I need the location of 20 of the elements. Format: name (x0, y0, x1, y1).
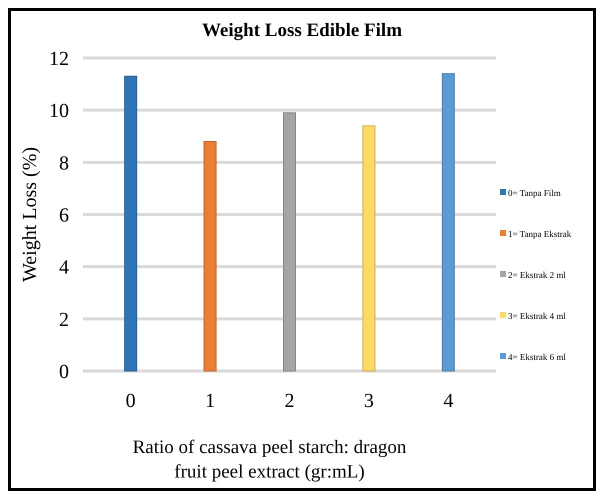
y-tick-label: 0 (59, 361, 69, 383)
legend-label: 3= Ekstrak 4 ml (508, 311, 566, 322)
y-tick-label: 8 (59, 152, 69, 174)
y-tick-label: 4 (59, 256, 69, 279)
y-tick-label: 2 (59, 308, 69, 331)
chart-title: Weight Loss Edible Film (202, 20, 402, 41)
x-tick-label: 4 (443, 390, 454, 412)
x-tick-label: 1 (205, 390, 216, 412)
x-axis-title: Ratio of cassava peel starch: dragon fruit peel extract (gr:mL) (132, 437, 407, 483)
x-tick-label: 3 (364, 390, 374, 412)
y-tick-label: 6 (59, 204, 69, 226)
legend-label: 2= Ekstrak 2 ml (508, 270, 566, 280)
legend-label: 0= Tanpa Film (508, 188, 561, 198)
y-tick-label: 12 (49, 48, 69, 70)
x-tick-label: 2 (284, 390, 294, 412)
y-axis-title: Weight Loss (%) (19, 146, 41, 282)
x-tick-label: 0 (126, 390, 136, 412)
legend-label: 1= Tanpa Ekstrak (508, 229, 572, 240)
y-tick-label: 10 (49, 100, 69, 122)
legend-label: 4= Ekstrak 6 ml (508, 352, 566, 362)
